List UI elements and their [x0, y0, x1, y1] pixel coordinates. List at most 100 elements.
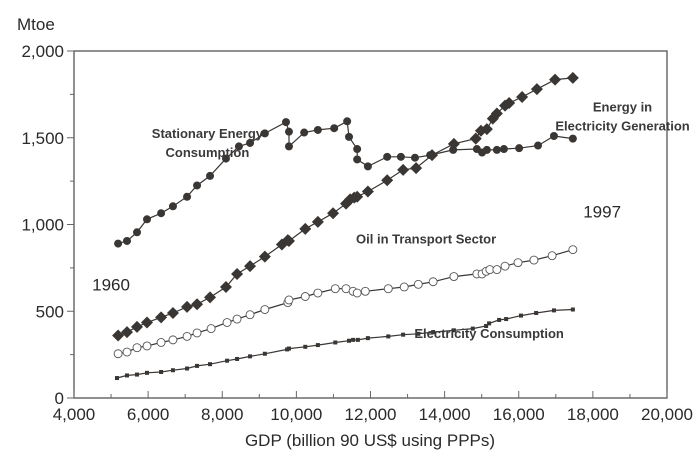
data-point: [361, 185, 374, 198]
data-point: [482, 145, 491, 154]
data-point: [235, 356, 240, 361]
x-tick-label: 4,000: [53, 405, 96, 424]
data-point: [499, 145, 508, 154]
data-point: [311, 215, 324, 228]
y-tick-label: 1,500: [21, 129, 64, 148]
data-point: [352, 288, 362, 298]
series-stationary-energy-consumption: [114, 117, 577, 248]
data-point: [221, 154, 230, 163]
data-point: [168, 202, 177, 211]
data-point: [365, 336, 370, 341]
data-point: [141, 316, 154, 329]
data-point: [193, 181, 202, 190]
data-point: [166, 306, 179, 319]
data-point: [246, 138, 255, 147]
x-axis-title: GDP (billion 90 US$ using PPPs): [245, 431, 495, 450]
data-point: [192, 328, 202, 338]
data-point: [122, 347, 132, 357]
data-point: [157, 209, 166, 218]
data-point: [570, 307, 575, 312]
data-point: [401, 332, 406, 337]
labels-layer: Stationary Energy Consumption Energy in Ele…: [92, 100, 690, 341]
x-tick-label: 14,000: [419, 405, 471, 424]
data-point: [234, 142, 243, 151]
data-point: [530, 83, 543, 96]
data-point: [232, 314, 242, 324]
series-label: Electricity Generation: [555, 119, 689, 134]
data-point: [343, 117, 352, 126]
x-tick-label: 10,000: [270, 405, 322, 424]
data-point: [353, 145, 362, 154]
series-label: Consumption: [166, 145, 250, 160]
data-point: [503, 97, 516, 110]
data-point: [300, 128, 309, 137]
data-point: [244, 260, 257, 273]
data-point: [299, 222, 312, 235]
data-point: [284, 142, 293, 151]
series-label: Electricity Consumption: [414, 326, 564, 341]
x-tick-label: 20,000: [641, 405, 693, 424]
data-point: [504, 317, 509, 322]
data-point: [487, 321, 492, 326]
x-tick-label: 18,000: [567, 405, 619, 424]
data-point: [351, 337, 356, 342]
data-point: [381, 174, 394, 187]
data-point: [231, 267, 244, 280]
data-point: [451, 328, 456, 333]
data-point: [492, 145, 501, 154]
data-point: [345, 132, 354, 141]
data-point: [191, 298, 204, 311]
series-layer: [112, 71, 579, 381]
data-point: [122, 236, 131, 245]
data-point: [142, 341, 152, 351]
data-point: [281, 118, 290, 127]
series-label: Stationary Energy: [152, 126, 264, 141]
data-point: [120, 326, 133, 339]
data-point: [182, 331, 192, 341]
x-tick-label: 16,000: [493, 405, 545, 424]
data-point: [282, 234, 295, 247]
data-point: [170, 368, 175, 373]
y-tick-label: 0: [55, 389, 64, 408]
data-point: [549, 73, 562, 86]
data-point: [410, 153, 419, 162]
data-point: [262, 351, 267, 356]
data-point: [449, 272, 459, 281]
data-point: [347, 338, 352, 343]
y-axis-title: Mtoe: [17, 15, 55, 34]
data-point: [114, 376, 119, 381]
data-point: [568, 245, 578, 255]
data-point: [181, 300, 194, 313]
data-point: [484, 323, 489, 328]
data-point: [286, 346, 291, 351]
y-tick-label: 2,000: [21, 42, 64, 61]
data-point: [195, 363, 200, 368]
y-tick-label: 500: [36, 302, 64, 321]
data-point: [248, 354, 253, 359]
data-point: [208, 362, 213, 367]
data-point: [490, 107, 503, 120]
data-point: [410, 162, 423, 175]
data-point: [113, 349, 123, 359]
data-point: [330, 124, 339, 133]
year-annotation: 1997: [583, 203, 621, 222]
data-point: [516, 90, 529, 103]
data-point: [386, 334, 391, 339]
data-point: [183, 192, 192, 201]
data-point: [260, 129, 269, 138]
data-point: [383, 284, 393, 294]
data-point: [315, 343, 320, 348]
data-point: [168, 335, 178, 345]
data-point: [360, 286, 370, 296]
data-point: [206, 171, 215, 180]
data-point: [447, 137, 460, 150]
data-point: [534, 141, 543, 150]
data-point: [330, 284, 340, 294]
data-point: [327, 207, 340, 220]
series-energy-in-electricity-generation: [112, 71, 579, 342]
data-point: [124, 373, 129, 378]
data-point: [112, 329, 125, 342]
data-point: [133, 228, 142, 237]
data-point: [245, 310, 255, 320]
data-point: [413, 279, 423, 289]
